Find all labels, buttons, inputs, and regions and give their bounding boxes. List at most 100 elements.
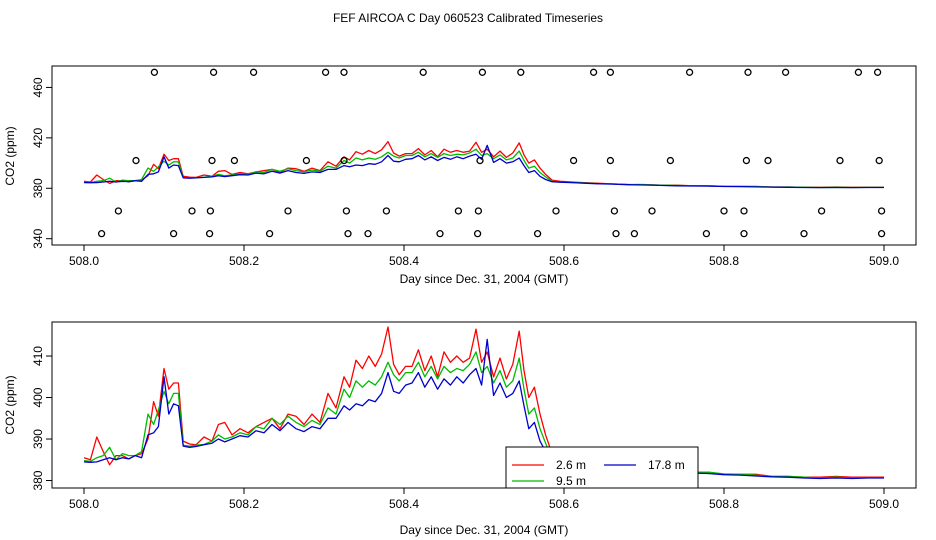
chart-top: 508.0 508.2 508.4 508.6 508.8 509.0 340 380 420… — [3, 65, 917, 286]
chart-bottom: 508.0 508.2 508.4 508.6 508.8 509.0 380 390 400… — [3, 321, 917, 537]
x-tick-label-bottom-0: 508.0 — [69, 497, 99, 511]
y-tick-label-bottom-0: 380 — [31, 470, 45, 490]
y-tick-label-bottom-3: 410 — [31, 346, 45, 366]
marker-1 — [209, 68, 218, 76]
marker-3 — [321, 68, 330, 76]
y-tick-label-top-0: 340 — [31, 228, 45, 248]
marker-44 — [169, 230, 178, 238]
marker-38 — [648, 207, 656, 215]
y-axis-top: 340 380 420 460 — [31, 77, 52, 249]
x-axis-label-bottom: Day since Dec. 31, 2004 (GMT) — [400, 523, 569, 537]
series-line-bottom-2 — [83, 338, 884, 480]
x-axis-bottom: 508.0 508.2 508.4 508.6 508.8 509.0 — [69, 488, 899, 511]
x-tick-label-top-4: 508.8 — [709, 254, 739, 268]
marker-46 — [265, 230, 274, 238]
marker-2 — [249, 68, 258, 76]
series-line-top-2 — [83, 144, 884, 189]
x-tick-label-bottom-3: 508.6 — [549, 497, 579, 511]
marker-53 — [630, 230, 639, 238]
marker-45 — [205, 230, 214, 238]
marker-16 — [208, 156, 216, 165]
marker-13 — [854, 68, 863, 76]
marker-15 — [132, 156, 140, 165]
marker-27 — [875, 156, 883, 165]
marker-7 — [517, 68, 525, 76]
marks-bottom — [83, 326, 884, 480]
plot-frame-bottom — [51, 321, 917, 489]
marker-55 — [740, 230, 748, 238]
marker-33 — [382, 207, 391, 215]
y-axis-bottom: 380 390 400 410 — [31, 346, 52, 491]
marker-5 — [419, 68, 427, 76]
marker-37 — [610, 207, 619, 215]
marker-43 — [97, 230, 106, 238]
marker-4 — [340, 68, 348, 76]
x-tick-label-bottom-2: 508.4 — [389, 497, 419, 511]
marker-36 — [552, 207, 560, 215]
marker-34 — [454, 207, 463, 215]
y-tick-label-bottom-1: 390 — [31, 429, 45, 449]
marker-12 — [781, 68, 790, 76]
marker-11 — [744, 68, 752, 76]
marker-24 — [742, 156, 751, 165]
x-tick-label-bottom-1: 508.2 — [229, 497, 259, 511]
y-tick-label-top-2: 420 — [31, 128, 45, 148]
legend-label-2-6m: 2.6 m — [556, 458, 586, 472]
x-tick-label-top-2: 508.4 — [389, 254, 419, 268]
marker-51 — [533, 230, 542, 238]
marker-42 — [877, 207, 886, 215]
marker-18 — [302, 156, 311, 165]
marker-25 — [764, 156, 772, 165]
x-tick-label-top-1: 508.2 — [229, 254, 259, 268]
marker-6 — [478, 68, 487, 76]
marker-56 — [800, 230, 808, 238]
marker-9 — [606, 68, 615, 76]
marks-top — [83, 68, 886, 238]
marker-41 — [817, 207, 826, 215]
marker-57 — [877, 230, 886, 238]
x-tick-label-top-5: 509.0 — [869, 254, 899, 268]
marker-39 — [720, 207, 728, 215]
marker-40 — [740, 207, 748, 215]
marker-26 — [836, 156, 844, 165]
marker-14 — [873, 68, 882, 76]
marker-30 — [206, 207, 215, 215]
x-axis-label-top: Day since Dec. 31, 2004 (GMT) — [400, 272, 569, 286]
x-tick-label-bottom-5: 509.0 — [869, 497, 899, 511]
x-axis-top: 508.0 508.2 508.4 508.6 508.8 509.0 — [69, 245, 899, 268]
marker-10 — [685, 68, 694, 76]
series-line-top-0 — [83, 140, 884, 188]
marker-22 — [606, 156, 615, 165]
marker-20 — [476, 156, 484, 165]
marker-0 — [150, 68, 159, 76]
legend-label-9-5m: 9.5 m — [556, 474, 586, 488]
marker-48 — [364, 230, 372, 238]
series-group-top — [83, 140, 884, 189]
legend: 2.6 m 9.5 m 17.8 m — [505, 446, 699, 489]
series-group-bottom — [83, 326, 884, 480]
x-tick-label-top-3: 508.6 — [549, 254, 579, 268]
y-tick-label-top-3: 460 — [31, 77, 45, 97]
marker-23 — [666, 156, 675, 165]
marker-29 — [188, 207, 196, 215]
marker-32 — [342, 207, 351, 215]
plot-frame-top — [51, 65, 917, 246]
marker-19 — [340, 156, 348, 165]
marker-47 — [344, 230, 352, 238]
figure-title: FEF AIRCOA C Day 060523 Calibrated Times… — [333, 11, 603, 25]
marker-31 — [284, 207, 292, 215]
marker-50 — [473, 230, 482, 238]
y-tick-label-top-1: 380 — [31, 178, 45, 198]
x-tick-label-bottom-4: 508.8 — [709, 497, 739, 511]
marker-28 — [114, 207, 123, 215]
y-axis-label-bottom: CO2 (ppm) — [3, 375, 17, 434]
marker-54 — [702, 230, 711, 238]
x-tick-label-top-0: 508.0 — [69, 254, 99, 268]
marker-21 — [569, 156, 578, 165]
y-tick-label-bottom-2: 400 — [31, 387, 45, 407]
marker-52 — [612, 230, 620, 238]
series-line-bottom-0 — [83, 326, 884, 478]
marker-8 — [589, 68, 598, 76]
marker-35 — [474, 207, 483, 215]
